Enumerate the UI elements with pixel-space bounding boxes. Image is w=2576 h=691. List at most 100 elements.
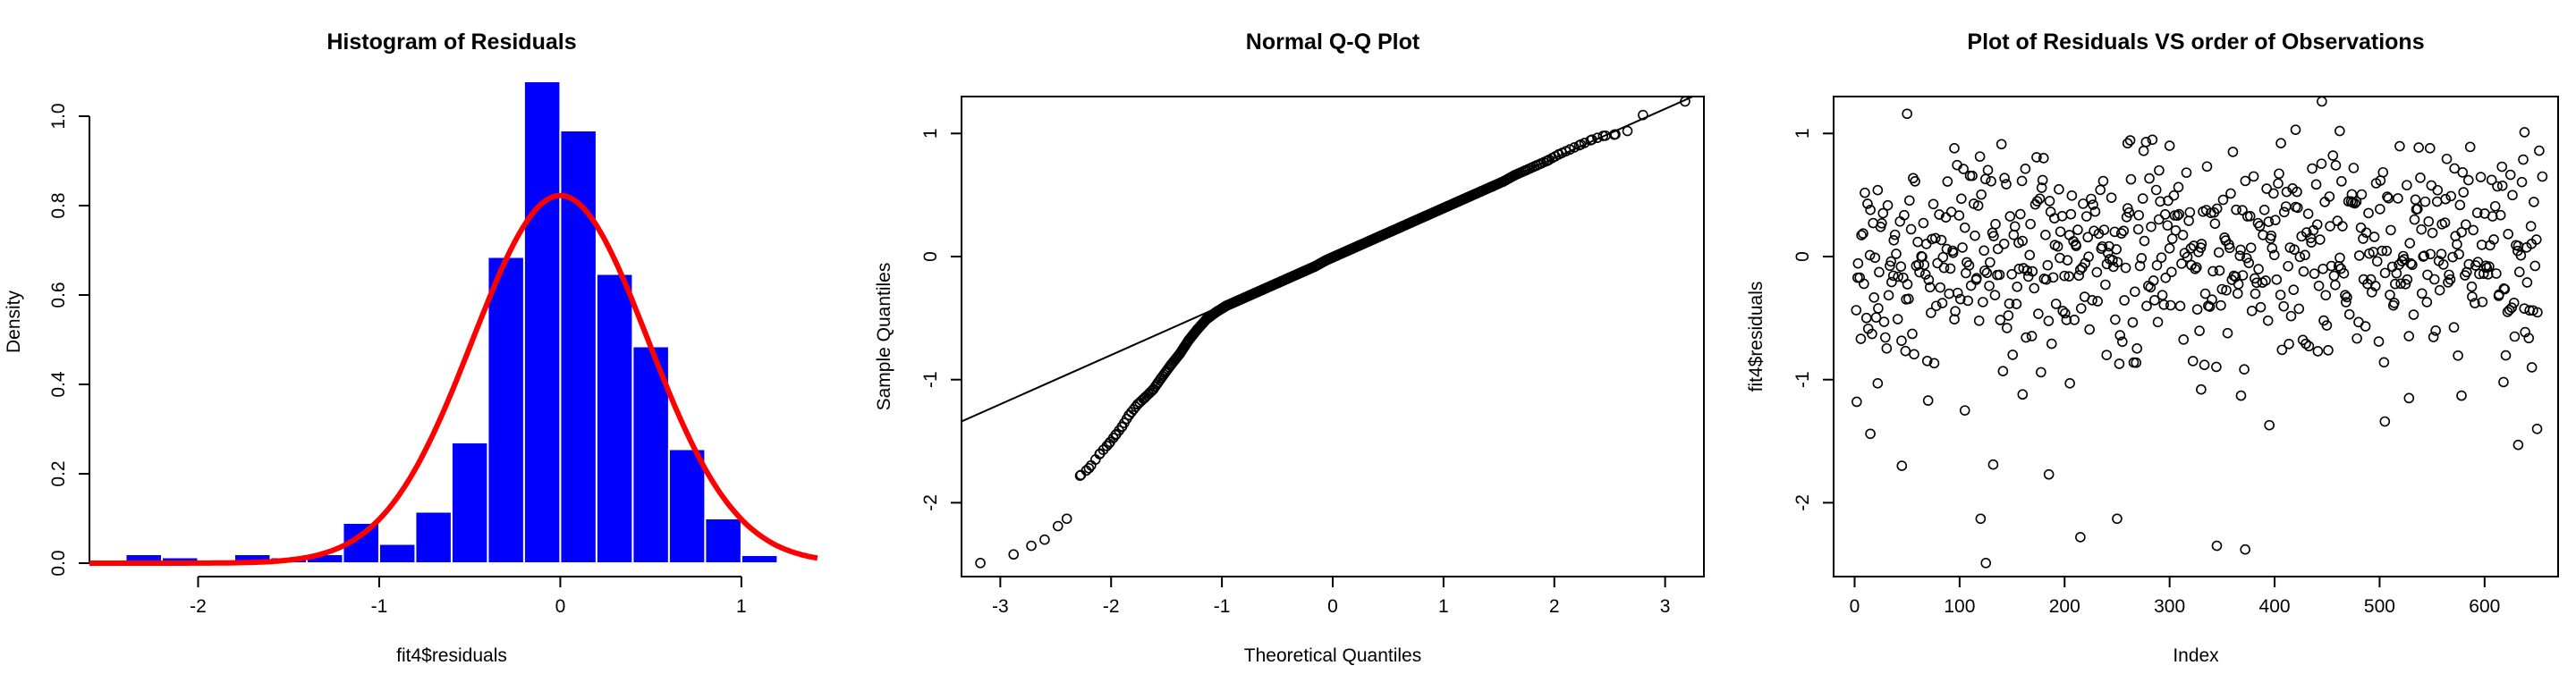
residual-point <box>1873 303 1884 314</box>
residual-point <box>1978 297 1988 308</box>
residual-point <box>2453 350 2463 361</box>
residual-point <box>1934 209 1945 220</box>
residual-point <box>1878 316 1890 327</box>
residual-point <box>2330 280 2341 291</box>
residual-point <box>2500 350 2512 361</box>
residual-point <box>1851 305 1862 316</box>
residual-point <box>2062 255 2073 265</box>
residual-point <box>2315 234 2326 245</box>
residual-point <box>2187 356 2199 367</box>
residual-point <box>1980 173 1991 185</box>
residual-point <box>2427 227 2438 239</box>
residual-point <box>1926 308 1936 318</box>
residual-point <box>2144 173 2155 184</box>
residual-point <box>2146 221 2157 232</box>
residual-point <box>2147 134 2158 146</box>
residual-point <box>2462 174 2474 186</box>
residual-point <box>2281 186 2292 198</box>
residual-point <box>2015 208 2026 220</box>
residual-point <box>2063 271 2075 282</box>
x-axis-label: Index <box>2173 645 2219 666</box>
residual-point <box>2486 174 2497 186</box>
residual-point <box>1859 278 1869 290</box>
residual-point <box>2436 249 2447 259</box>
residual-point <box>2488 234 2499 245</box>
residual-point <box>2506 302 2517 313</box>
residual-point <box>1938 262 1950 274</box>
residual-point <box>2309 268 2320 279</box>
residual-point <box>2325 221 2335 232</box>
residual-point <box>2088 199 2098 210</box>
residual-point <box>1935 282 1946 293</box>
residual-point <box>2145 282 2157 293</box>
residual-point <box>1971 273 1982 284</box>
residual-point <box>2531 423 2543 434</box>
residual-point <box>2260 275 2271 286</box>
residual-point <box>2419 250 2430 261</box>
residual-point <box>1984 280 1995 291</box>
residual-point <box>2426 180 2437 191</box>
residual-point <box>2224 242 2235 254</box>
residual-point <box>2449 163 2460 174</box>
residual-point <box>2225 188 2236 199</box>
residual-point <box>2007 350 2019 360</box>
residual-point <box>2266 230 2277 241</box>
residual-point <box>2422 269 2433 281</box>
residual-point <box>2444 269 2454 281</box>
residual-point <box>2360 227 2372 239</box>
residual-point <box>2324 191 2335 202</box>
residual-point <box>2255 301 2267 313</box>
histogram-bar <box>595 273 634 564</box>
residual-point <box>2504 169 2516 181</box>
residual-point <box>2307 163 2318 174</box>
residual-point <box>2518 154 2529 165</box>
residual-point <box>2031 152 2042 163</box>
residual-point <box>2164 140 2175 151</box>
residual-point <box>2177 230 2189 240</box>
residual-point <box>2243 257 2255 268</box>
chart-title: Plot of Residuals VS order of Observatio… <box>1967 29 2424 55</box>
x-tick-label: 300 <box>2154 596 2185 617</box>
residual-point <box>2403 392 2415 404</box>
residual-point <box>2328 270 2340 282</box>
residual-point <box>1979 265 1990 276</box>
residual-point <box>2115 228 2127 239</box>
residual-point <box>2343 308 2355 320</box>
x-axis-label: fit4$residuals <box>396 645 507 666</box>
residual-point <box>2237 270 2249 281</box>
residual-point <box>2369 281 2381 291</box>
residual-point <box>2216 299 2226 311</box>
x-tick-label: -2 <box>1103 596 1120 617</box>
residual-point <box>1945 263 1956 274</box>
residual-point <box>2537 171 2548 182</box>
residual-point <box>1924 282 1936 293</box>
residual-point <box>1855 333 1867 344</box>
residual-point <box>2248 171 2259 182</box>
residual-point <box>2044 196 2055 206</box>
residual-point <box>2513 266 2525 278</box>
y-tick-label: 0.2 <box>48 460 69 486</box>
residual-point <box>1954 293 1966 305</box>
chart-title: Normal Q-Q Plot <box>1246 29 1420 55</box>
y-tick-label: -2 <box>920 494 941 511</box>
residual-point <box>2216 283 2228 295</box>
residual-point <box>2237 205 2248 215</box>
chart-title: Histogram of Residuals <box>326 29 576 55</box>
residual-point <box>2002 323 2012 333</box>
residual-point <box>1879 332 1891 343</box>
x-tick-label: 3 <box>1660 596 1671 617</box>
residual-point <box>2196 239 2207 249</box>
residual-point <box>2445 190 2457 202</box>
residual-point <box>2317 96 2327 107</box>
residual-point <box>1953 210 1965 221</box>
residual-point <box>2149 295 2160 306</box>
residual-point <box>2235 390 2247 401</box>
residual-point <box>1998 238 2010 249</box>
residual-point <box>2234 250 2246 261</box>
residual-point <box>2141 300 2152 312</box>
residual-point <box>2495 209 2506 221</box>
y-tick-label: 0.4 <box>48 371 69 398</box>
residual-point <box>2043 468 2055 480</box>
residual-point <box>1862 198 1873 209</box>
residual-point <box>1922 395 1934 406</box>
